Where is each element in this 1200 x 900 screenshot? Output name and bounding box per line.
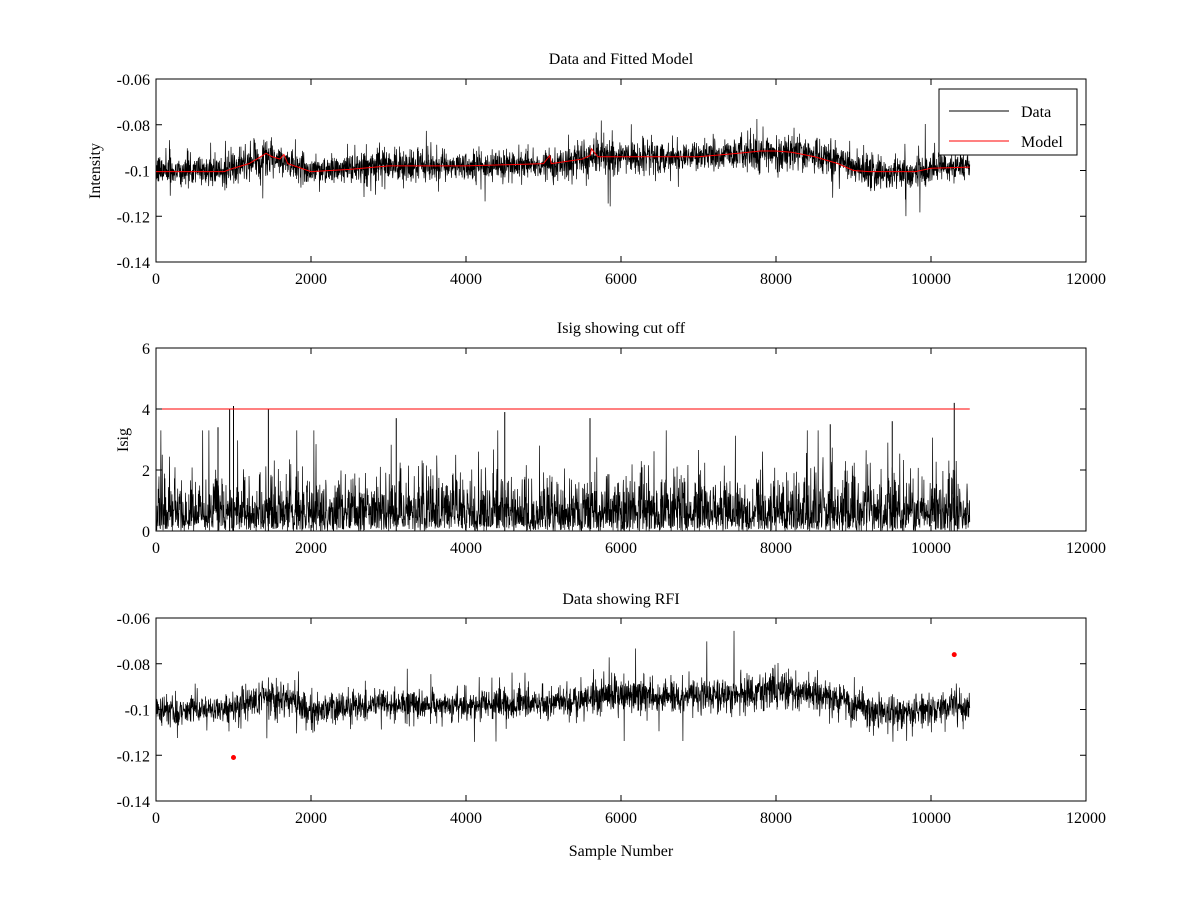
rfi-marker bbox=[951, 652, 957, 658]
x-tick-label: 12000 bbox=[1066, 810, 1106, 827]
legend: Data Model bbox=[938, 88, 1078, 156]
x-axis-label: Sample Number bbox=[569, 843, 674, 860]
legend-box bbox=[938, 88, 1078, 156]
x-tick-label: 12000 bbox=[1066, 271, 1106, 288]
x-tick-label: 0 bbox=[152, 540, 160, 557]
series-model-line bbox=[156, 147, 970, 173]
series-isig-line bbox=[156, 430, 971, 531]
x-tick-label: 6000 bbox=[605, 271, 637, 288]
panel-title: Data and Fitted Model bbox=[549, 51, 694, 68]
panel-data-and-fitted-model: Data and Fitted Model Intensity 0 2000 400… bbox=[87, 51, 1106, 288]
plot-area bbox=[156, 118, 971, 217]
x-tick-label: 0 bbox=[152, 271, 160, 288]
y-axis-label: Intensity bbox=[87, 143, 104, 199]
legend-entry: Data bbox=[1021, 104, 1051, 121]
x-tick-label: 2000 bbox=[295, 540, 327, 557]
y-tick-label: -0.14 bbox=[117, 794, 150, 811]
rfi-marker bbox=[231, 755, 236, 761]
x-tick-label: 4000 bbox=[450, 810, 482, 827]
x-tick-label: 10000 bbox=[911, 810, 951, 827]
x-tick-label: 2000 bbox=[295, 271, 327, 288]
x-tick-label: 2000 bbox=[295, 810, 327, 827]
panel-data-showing-rfi: Data showing RFI Sample Number 0 2000 4000… bbox=[117, 591, 1106, 860]
series-data-line bbox=[156, 630, 971, 742]
y-axis-label: Isig bbox=[115, 428, 132, 452]
y-tick-label: -0.1 bbox=[125, 703, 150, 720]
y-tick-label: -0.1 bbox=[125, 164, 150, 181]
y-tick-label: 6 bbox=[142, 341, 150, 358]
y-tick-label: -0.08 bbox=[117, 118, 150, 135]
y-tick-label: 4 bbox=[142, 402, 150, 419]
y-tick-label: -0.06 bbox=[117, 611, 150, 628]
y-tick-label: 2 bbox=[142, 463, 150, 480]
x-tick-label: 8000 bbox=[760, 271, 792, 288]
plot-area bbox=[156, 630, 971, 761]
x-tick-label: 6000 bbox=[605, 540, 637, 557]
x-tick-label: 6000 bbox=[605, 810, 637, 827]
panel-title: Isig showing cut off bbox=[557, 320, 686, 337]
x-tick-label: 10000 bbox=[911, 271, 951, 288]
panel-title: Data showing RFI bbox=[562, 591, 679, 608]
x-tick-label: 4000 bbox=[450, 271, 482, 288]
y-tick-label: -0.06 bbox=[117, 72, 150, 89]
x-tick-label: 0 bbox=[152, 810, 160, 827]
panel-isig-showing-cut-off: Isig showing cut off Isig 0 2000 4000 6000 8… bbox=[115, 320, 1106, 557]
y-tick-label: -0.14 bbox=[117, 255, 150, 272]
plot-area bbox=[156, 402, 971, 531]
y-tick-label: -0.12 bbox=[117, 748, 150, 765]
x-tick-label: 12000 bbox=[1066, 540, 1106, 557]
x-tick-label: 8000 bbox=[760, 810, 792, 827]
y-tick-label: 0 bbox=[142, 524, 150, 541]
x-tick-label: 10000 bbox=[911, 540, 951, 557]
y-tick-label: -0.08 bbox=[117, 657, 150, 674]
x-tick-label: 4000 bbox=[450, 540, 482, 557]
x-tick-label: 8000 bbox=[760, 540, 792, 557]
legend-entry: Model bbox=[1021, 134, 1063, 151]
y-tick-label: -0.12 bbox=[117, 209, 150, 226]
series-data-line bbox=[156, 118, 971, 217]
